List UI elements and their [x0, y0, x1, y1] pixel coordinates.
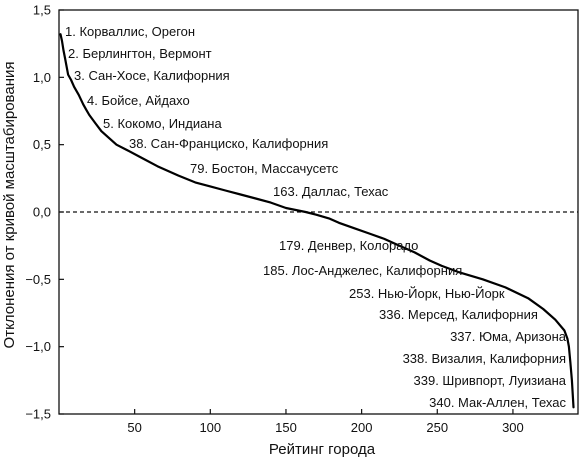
- annotation-label: 2. Берлингтон, Вермонт: [68, 46, 212, 61]
- x-tick-label: 200: [351, 420, 373, 435]
- annotation-label: 338. Визалия, Калифорния: [403, 351, 566, 366]
- annotation-label: 185. Лос-Анджелес, Калифорния: [263, 263, 462, 278]
- annotation-label: 163. Даллас, Техас: [273, 184, 389, 199]
- y-tick-label: 1,5: [33, 3, 51, 18]
- annotation-label: 38. Сан-Франциско, Калифорния: [129, 136, 328, 151]
- series-line: [59, 33, 575, 409]
- x-tick-label: 300: [502, 420, 524, 435]
- annotation-label: 4. Бойсе, Айдахо: [87, 93, 190, 108]
- y-axis-title: Отклонения от кривой масштабирования: [1, 62, 18, 349]
- annotation-label: 3. Сан-Хосе, Калифорния: [74, 68, 230, 83]
- y-tick-label: 0,0: [33, 205, 51, 220]
- x-tick-label: 150: [275, 420, 297, 435]
- y-tick-label: −0,5: [25, 272, 51, 287]
- annotation-label: 1. Корваллис, Орегон: [65, 24, 195, 39]
- annotation-label: 79. Бостон, Массачусетс: [190, 161, 339, 176]
- y-tick-label: −1,0: [25, 339, 51, 354]
- y-tick-label: 1,0: [33, 70, 51, 85]
- x-tick-label: 100: [199, 420, 221, 435]
- annotation-label: 179. Денвер, Колорадо: [279, 238, 418, 253]
- x-tick-label: 50: [127, 420, 141, 435]
- x-tick-label: 250: [426, 420, 448, 435]
- annotation-label: 253. Нью-Йорк, Нью-Йорк: [349, 286, 505, 301]
- x-axis-title: Рейтинг города: [269, 441, 376, 458]
- annotation-label: 5. Кокомо, Индиана: [103, 116, 222, 131]
- annotation-label: 339. Шривпорт, Луизиана: [414, 373, 567, 388]
- plot-area: 1,5 1,0 0,5 0,0 −0,5 −1,0 −1,5 50 100 150 200 250 30…: [25, 3, 579, 435]
- annotation-label: 340. Мак-Аллен, Техас: [429, 395, 566, 410]
- y-tick-label: −1,5: [25, 407, 51, 422]
- annotation-label: 336. Мерсед, Калифорния: [379, 307, 538, 322]
- annotation-label: 337. Юма, Аризона: [450, 329, 567, 344]
- y-tick-label: 0,5: [33, 137, 51, 152]
